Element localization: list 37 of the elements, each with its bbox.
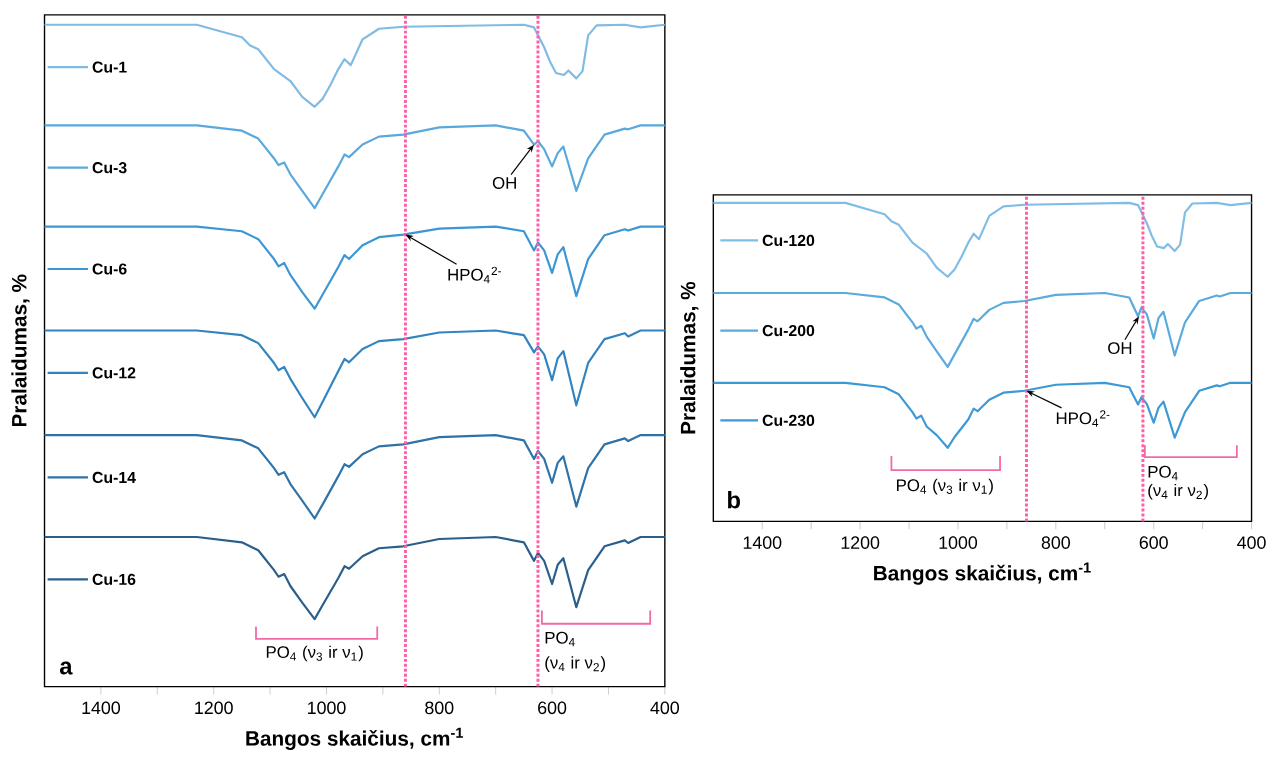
x-tick-label: 600 [1139,536,1168,550]
annotation: OH [1108,342,1132,355]
y-axis-title: Pralaidumas, % [680,282,699,434]
x-tick-label: 1000 [939,536,978,550]
annotation: PO$_{4}$ (ν$_{3}$ ir ν$_{1}$) [896,478,993,495]
annotation: HPO$_{4}$2- [1056,410,1110,427]
annotation: a [59,661,73,675]
y-axis-title: Pralaidumas, % [11,274,30,427]
annotation: PO$_{4}$ (ν$_{3}$ ir ν$_{1}$) [266,645,363,662]
legend-label: Cu-200 [762,325,815,337]
legend-label: Cu-1 [92,61,127,73]
x-tick-label: 800 [425,701,454,715]
x-tick-label: 800 [1041,536,1070,550]
x-tick-label: 400 [650,701,680,715]
x-tick-label: 1200 [841,536,880,550]
x-tick-label: 1400 [743,536,782,550]
annotation: HPO$_{4}$2- [448,266,501,284]
annotation: PO$_{4}$ [545,631,575,647]
annotation: (ν$_{4}$ ir ν$_{2}$) [545,656,606,673]
annotation: PO$_{4}$ [1148,465,1178,481]
x-axis-title: Bangos skaičius, cm$^{-1}$ [874,562,1091,585]
legend-label: Cu-120 [762,234,815,247]
annotation: (ν$_{4}$ ir ν$_{2}$) [1148,484,1208,500]
x-tick-label: 1000 [308,701,346,715]
x-tick-label: 600 [538,701,567,715]
legend-label: Cu-12 [92,367,136,379]
legend-label: Cu-230 [762,414,815,427]
annotation: b [728,491,740,509]
legend-label: Cu-6 [92,263,127,275]
legend-label: Cu-14 [92,471,136,484]
x-tick-label: 1200 [195,701,233,715]
legend-label: Cu-3 [92,162,127,174]
x-axis-title: Bangos skaičius, cm$^{-1}$ [246,727,464,751]
x-tick-label: 1400 [82,701,121,715]
annotation: OH [492,177,516,189]
x-tick-label: 400 [1237,536,1266,550]
legend-label: Cu-16 [92,573,136,586]
